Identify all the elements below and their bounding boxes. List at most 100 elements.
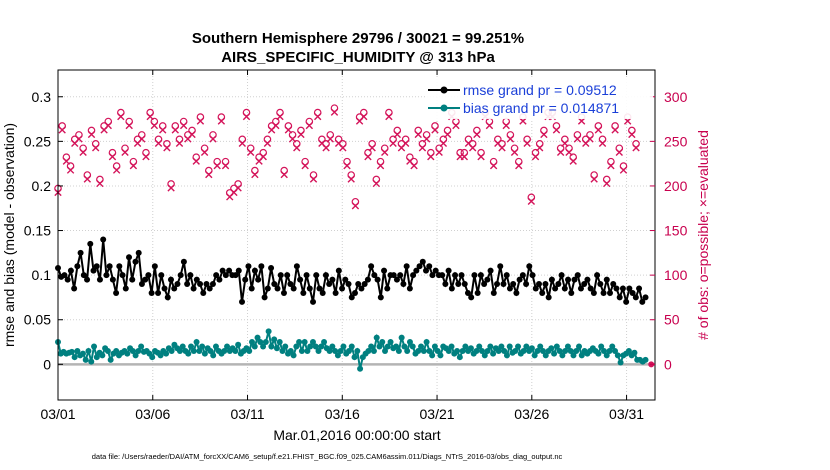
bias-point	[578, 352, 585, 359]
obs-evaluated-marker	[376, 161, 385, 170]
rmse-point	[377, 294, 384, 301]
bias-point	[429, 352, 436, 359]
rmse-point	[616, 294, 623, 301]
rmse-point	[461, 281, 468, 288]
rmse-point	[629, 289, 636, 296]
rmse-point	[132, 258, 139, 265]
bias-point	[340, 343, 347, 350]
bias-point	[193, 339, 200, 346]
rmse-point	[397, 272, 404, 279]
rmse-point	[471, 272, 478, 279]
rmse-point	[342, 276, 349, 283]
rmse-point	[277, 272, 284, 279]
bias-point	[301, 339, 308, 346]
rmse-point	[203, 281, 210, 288]
rmse-point	[303, 272, 310, 279]
bias-point	[481, 352, 488, 359]
rmse-point	[126, 254, 133, 261]
rmse-point	[122, 285, 129, 292]
rmse-point	[581, 281, 588, 288]
bias-point	[490, 350, 497, 357]
rmse-point	[209, 281, 216, 288]
rmse-point	[519, 272, 526, 279]
plot-frame	[57, 69, 656, 401]
rmse-point	[594, 272, 601, 279]
bias-point	[559, 352, 566, 359]
obs-evaluated-marker	[473, 130, 481, 139]
obs-evaluated-marker	[92, 144, 100, 152]
obs-evaluated-marker	[573, 135, 582, 143]
x-axis-label: Mar.01,2016 00:00:00 start	[273, 427, 440, 443]
bias-point	[199, 343, 206, 350]
bias-point	[138, 343, 145, 350]
rmse-point	[555, 281, 562, 288]
rmse-point	[242, 276, 249, 283]
rmse-point	[506, 285, 513, 292]
rmse-point	[93, 263, 100, 270]
rmse-point	[552, 285, 559, 292]
bias-point	[357, 365, 364, 372]
bias-point	[556, 347, 563, 354]
obs-evaluated-marker	[502, 121, 510, 130]
rmse-point	[623, 298, 630, 305]
obs-evaluated-marker	[159, 126, 167, 134]
bias-point	[246, 347, 253, 354]
obs-evaluated-marker	[510, 148, 519, 156]
rmse-point	[103, 272, 110, 279]
x-tick-label: 03/31	[609, 406, 644, 422]
y-tick-label: 0	[43, 356, 51, 372]
rmse-point	[313, 272, 320, 279]
bias-point	[426, 347, 433, 354]
rmse-point	[439, 272, 446, 279]
rmse-point	[184, 281, 191, 288]
obs-evaluated-marker	[632, 144, 640, 152]
rmse-point	[600, 289, 607, 296]
obs-evaluated-marker	[452, 121, 460, 130]
y2-tick-label: 0	[664, 356, 672, 372]
y-axis-label: rmse and bias (model - observation)	[1, 123, 17, 347]
rmse-point	[213, 272, 220, 279]
obs-evaluated-marker	[87, 130, 96, 139]
bias-point	[318, 343, 325, 350]
rmse-point	[584, 276, 591, 283]
rmse-point	[561, 285, 568, 292]
bias-point	[124, 350, 131, 357]
bias-point	[537, 343, 544, 350]
rmse-point	[371, 272, 378, 279]
bias-point	[503, 352, 510, 359]
rmse-point	[607, 289, 614, 296]
bias-point	[129, 347, 136, 354]
bias-point	[260, 343, 267, 350]
rmse-point	[193, 276, 200, 283]
bias-point	[573, 347, 580, 354]
bias-point	[207, 347, 214, 354]
obs-evaluated-marker	[468, 144, 477, 152]
rmse-point	[639, 298, 646, 305]
bias-point	[595, 350, 602, 357]
bias-point	[454, 347, 461, 354]
rmse-point	[452, 272, 459, 279]
rmse-point	[610, 281, 617, 288]
obs-evaluated-marker	[569, 157, 577, 165]
rmse-point	[284, 272, 291, 279]
rmse-point	[390, 272, 397, 279]
bias-point	[498, 343, 505, 350]
obs-evaluated-marker	[590, 175, 598, 183]
obs-evaluated-marker	[594, 126, 603, 134]
bias-point	[190, 347, 197, 354]
rmse-point	[171, 285, 178, 292]
bias-point	[570, 352, 577, 359]
rmse-point	[474, 289, 481, 296]
bias-point	[276, 339, 283, 346]
obs-evaluated-marker	[343, 161, 351, 170]
rmse-point	[613, 285, 620, 292]
bias-point	[562, 347, 569, 354]
rmse-point	[216, 276, 223, 283]
bias-point	[603, 352, 610, 359]
rmse-point	[361, 281, 368, 288]
obs-evaluated-marker	[314, 112, 322, 121]
bias-point	[406, 339, 413, 346]
bias-point	[376, 343, 383, 350]
bias-point	[445, 347, 452, 354]
